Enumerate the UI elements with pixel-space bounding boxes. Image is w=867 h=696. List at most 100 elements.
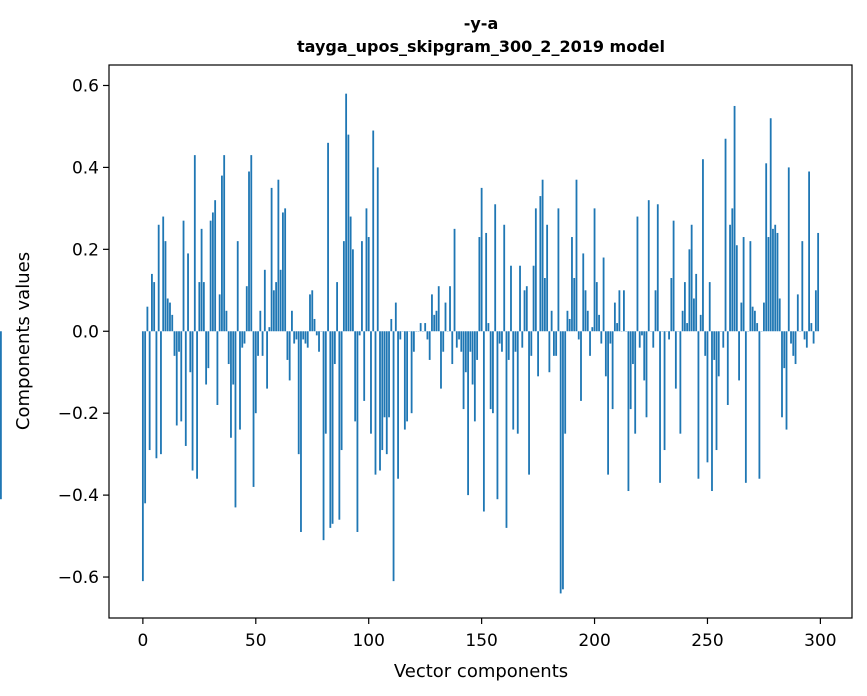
bar-50 bbox=[254, 331, 257, 414]
bar-247 bbox=[699, 314, 702, 332]
bar-202 bbox=[598, 314, 600, 332]
y-tick-label-5: 0.4 bbox=[72, 158, 99, 178]
bar-282 bbox=[778, 298, 781, 332]
bar-246 bbox=[697, 331, 700, 479]
bar-107 bbox=[383, 331, 386, 418]
bar-288 bbox=[792, 331, 795, 356]
bar-199 bbox=[591, 327, 594, 332]
bar-185 bbox=[559, 331, 562, 594]
bar-20 bbox=[187, 253, 189, 332]
bar-267 bbox=[744, 331, 747, 483]
bar-28 bbox=[205, 331, 208, 385]
bar-290 bbox=[796, 294, 799, 332]
bar-229 bbox=[659, 331, 661, 483]
bar-51 bbox=[257, 331, 259, 356]
bar-62 bbox=[281, 212, 284, 332]
bar-125 bbox=[424, 323, 427, 332]
bar-21 bbox=[189, 331, 192, 373]
bar-89 bbox=[342, 241, 345, 332]
bar-139 bbox=[455, 331, 458, 348]
bar-104 bbox=[376, 167, 379, 332]
bar-134 bbox=[444, 302, 447, 332]
bar-204 bbox=[602, 257, 605, 332]
bar-208 bbox=[611, 331, 614, 410]
bar-277 bbox=[767, 237, 770, 332]
bar-67 bbox=[293, 331, 296, 344]
bar-80 bbox=[322, 331, 325, 541]
bar-251 bbox=[708, 282, 711, 332]
bar-245 bbox=[695, 273, 698, 332]
bar-234 bbox=[670, 278, 673, 332]
bar-45 bbox=[243, 331, 246, 344]
bar-167 bbox=[519, 265, 521, 332]
bar-93 bbox=[352, 249, 354, 332]
bar-194 bbox=[580, 331, 582, 401]
bar-148 bbox=[476, 331, 479, 360]
bar-129 bbox=[433, 314, 436, 332]
bar-65 bbox=[288, 331, 291, 381]
bar-94 bbox=[354, 331, 357, 422]
bar-111 bbox=[392, 331, 395, 582]
bar-293 bbox=[803, 331, 806, 340]
bar-72 bbox=[304, 331, 307, 344]
bar-270 bbox=[751, 306, 754, 332]
bar-279 bbox=[772, 228, 774, 332]
bar-58 bbox=[272, 290, 275, 332]
bar-227 bbox=[654, 290, 657, 332]
bar-22 bbox=[191, 331, 194, 471]
bar-112 bbox=[394, 302, 397, 332]
bar-175 bbox=[537, 331, 539, 377]
bar-52 bbox=[259, 310, 262, 332]
bar-75 bbox=[311, 290, 314, 332]
bar-239 bbox=[681, 310, 684, 332]
bar-136 bbox=[449, 286, 451, 332]
bar-16 bbox=[178, 331, 180, 352]
bar-6 bbox=[155, 331, 158, 459]
bar-258 bbox=[724, 138, 727, 332]
bar-289 bbox=[794, 331, 797, 365]
bar-243 bbox=[690, 224, 693, 332]
bar-253 bbox=[713, 331, 716, 360]
bar-149 bbox=[478, 237, 481, 332]
bar-198 bbox=[589, 331, 591, 356]
y-tick-label-2: −0.2 bbox=[58, 404, 99, 424]
bar-66 bbox=[291, 310, 293, 332]
x-tick-label-300: 300 bbox=[804, 631, 836, 651]
bar-102 bbox=[372, 130, 375, 332]
bar-207 bbox=[609, 331, 612, 344]
y-tick-label-4: 0.2 bbox=[72, 240, 99, 260]
y-tick-label-6: 0.6 bbox=[72, 76, 99, 96]
bar-145 bbox=[469, 331, 472, 352]
bar-170 bbox=[525, 286, 528, 332]
bar-103 bbox=[374, 331, 377, 475]
bar-276 bbox=[765, 163, 768, 332]
bar-187 bbox=[564, 331, 567, 434]
bar-220 bbox=[638, 331, 641, 348]
bar-286 bbox=[787, 167, 790, 332]
bar-152 bbox=[485, 232, 488, 332]
bar-116 bbox=[403, 331, 406, 430]
bar-64 bbox=[286, 331, 289, 360]
bar-27 bbox=[202, 282, 205, 332]
bar-53 bbox=[261, 331, 264, 356]
bar-249 bbox=[704, 331, 707, 356]
bar-296 bbox=[810, 323, 813, 332]
y-tick-label-3: 0.0 bbox=[72, 322, 99, 342]
bar-46 bbox=[245, 286, 248, 332]
bar-281 bbox=[776, 232, 779, 332]
bar-196 bbox=[584, 290, 587, 332]
x-tick-label-200: 200 bbox=[578, 631, 610, 651]
bar-127 bbox=[428, 331, 431, 360]
bar-150 bbox=[480, 187, 483, 332]
bar-101 bbox=[370, 331, 372, 434]
x-tick-label-100: 100 bbox=[352, 631, 384, 651]
bar-182 bbox=[552, 331, 555, 356]
bar-154 bbox=[489, 331, 492, 410]
bar-74 bbox=[309, 294, 311, 332]
bar-155 bbox=[492, 331, 494, 414]
bar-294 bbox=[805, 331, 808, 348]
bar-91 bbox=[347, 134, 350, 332]
x-tick-label-250: 250 bbox=[691, 631, 723, 651]
bar-164 bbox=[512, 331, 515, 430]
